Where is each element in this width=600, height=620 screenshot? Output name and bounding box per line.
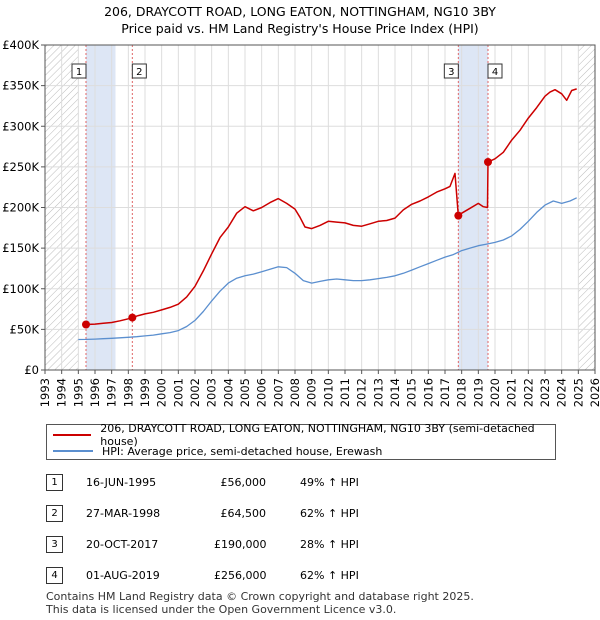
price-chart: 1 2 3 4 £0 £50K £100K £150K £200K £250K £300K £350… (2, 38, 600, 407)
y-tick-label: £250K (2, 160, 39, 174)
sale-price: £56,000 (220, 476, 267, 489)
x-tick-label: 2021 (505, 378, 519, 407)
x-tick-label: 1994 (55, 378, 69, 407)
y-tick-label: £100K (2, 282, 39, 296)
sale-point-marker (128, 313, 137, 322)
sale-hpi-change: 62% ↑ HPI (300, 507, 359, 520)
x-tick-label: 2026 (588, 378, 600, 407)
sale-label-box (443, 63, 459, 79)
sale-label-box (487, 63, 503, 79)
sale-hpi-change: 62% ↑ HPI (300, 569, 359, 582)
x-tick-label: 2001 (171, 378, 185, 407)
x-tick-label: 2005 (238, 378, 252, 407)
sale-price: £256,000 (214, 569, 267, 582)
chart-legend: 206, DRAYCOTT ROAD, LONG EATON, NOTTINGH… (46, 422, 556, 460)
x-tick-label: 2015 (405, 378, 419, 407)
y-tick-label: £150K (2, 241, 39, 255)
x-tick-label: 2025 (571, 378, 585, 407)
x-tick-label: 2006 (255, 378, 269, 407)
sale-hpi-change: 49% ↑ HPI (300, 476, 359, 489)
hpi-series-line (78, 197, 577, 341)
sale-number-badge: 2 (46, 505, 63, 522)
x-tick-label: 2017 (438, 378, 452, 407)
x-tick-label: 2009 (305, 378, 319, 407)
x-tick-label: 2024 (555, 378, 569, 407)
legend-item-hpi: HPI: Average price, semi-detached house,… (53, 444, 382, 458)
sale-price: £190,000 (214, 538, 267, 551)
x-tick-label: 2012 (355, 378, 369, 407)
x-tick-label: 1995 (71, 378, 85, 407)
x-tick-label: 2018 (455, 378, 469, 407)
sale-number-badge: 1 (46, 474, 63, 491)
sale-label-number: 2 (136, 67, 142, 78)
x-tick-label: 2016 (421, 378, 435, 407)
x-tick-label: 2020 (488, 378, 502, 407)
x-tick-label: 1993 (38, 378, 52, 407)
sale-number-badge: 4 (46, 567, 63, 584)
x-tick-label: 1997 (105, 378, 119, 407)
sale-point-marker (82, 320, 90, 329)
sale-date: 20-OCT-2017 (86, 538, 159, 551)
property-price-series-line (85, 88, 577, 326)
x-tick-label: 2019 (471, 378, 485, 407)
y-tick-label: £300K (2, 119, 39, 133)
y-tick-label: £200K (2, 201, 39, 215)
property-line-swatch (53, 434, 92, 436)
footer-licence: This data is licensed under the Open Gov… (46, 603, 397, 616)
sale-date: 16-JUN-1995 (86, 476, 157, 489)
x-tick-label: 2008 (288, 378, 302, 407)
sale-point-marker (484, 158, 492, 166)
sale-label-number: 4 (492, 67, 498, 78)
x-tick-label: 2014 (388, 378, 402, 407)
y-tick-label: £50K (10, 322, 40, 336)
sale-label-number: 1 (76, 67, 82, 78)
footer-copyright: Contains HM Land Registry data © Crown c… (46, 590, 474, 603)
y-tick-label: £350K (2, 79, 39, 93)
sale-price: £64,500 (220, 507, 267, 520)
y-tick-label: £400K (2, 38, 39, 52)
chart-subtitle: Price paid vs. HM Land Registry's House … (121, 21, 479, 36)
x-tick-label: 1999 (138, 378, 152, 407)
legend-hpi-label: HPI: Average price, semi-detached house,… (102, 444, 383, 458)
sale-date: 27-MAR-1998 (86, 507, 161, 520)
x-tick-label: 1998 (121, 378, 135, 407)
x-tick-label: 2022 (521, 378, 535, 407)
x-tick-label: 1996 (88, 378, 102, 407)
x-tick-label: 2011 (338, 378, 352, 407)
x-tick-label: 2000 (155, 378, 169, 407)
sale-point-marker (454, 211, 463, 220)
x-tick-label: 2013 (371, 378, 385, 407)
sale-label-box (131, 63, 147, 79)
x-tick-label: 2004 (221, 378, 235, 407)
hpi-line-swatch (53, 450, 93, 452)
sale-label-number: 3 (448, 67, 454, 78)
legend-item-property: 206, DRAYCOTT ROAD, LONG EATON, NOTTINGH… (53, 422, 555, 448)
chart-title-address: 206, DRAYCOTT ROAD, LONG EATON, NOTTINGH… (104, 4, 496, 19)
x-tick-label: 2023 (538, 378, 552, 407)
x-tick-label: 2010 (321, 378, 335, 407)
sale-label-box (71, 63, 87, 79)
x-tick-label: 2007 (271, 378, 285, 407)
y-tick-label: £0 (24, 363, 39, 377)
legend-property-label: 206, DRAYCOTT ROAD, LONG EATON, NOTTINGH… (100, 422, 535, 448)
sale-date: 01-AUG-2019 (86, 569, 160, 582)
x-tick-label: 2003 (205, 378, 219, 407)
sale-hpi-change: 28% ↑ HPI (300, 538, 359, 551)
sale-number-badge: 3 (46, 536, 63, 553)
x-tick-label: 2002 (188, 378, 202, 407)
